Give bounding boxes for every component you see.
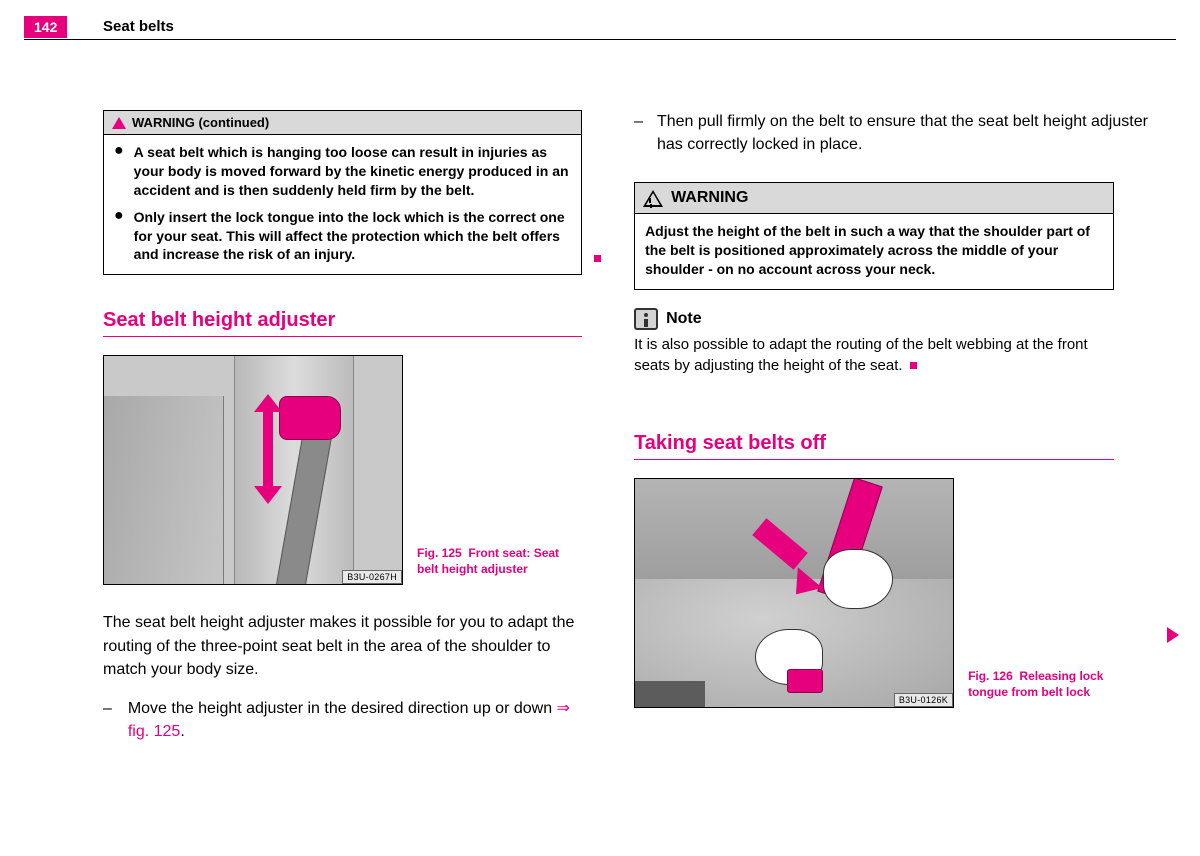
step1-part-a: Move the height adjuster in the desired … (128, 700, 557, 717)
warning-bullet-2-text: Only insert the lock tongue into the loc… (134, 208, 571, 265)
section-end-marker-icon (594, 255, 601, 262)
note-heading: Note (634, 308, 1173, 330)
dash-icon: – (634, 110, 643, 156)
step-move-adjuster-text: Move the height adjuster in the desired … (128, 697, 582, 743)
figure-125-caption: Fig. 125 Front seat: Seat belt height ad… (417, 545, 567, 577)
fig126-trim (635, 681, 705, 707)
figure-126-number: Fig. 126 (968, 669, 1013, 683)
note-label: Note (666, 310, 702, 328)
warning-continued-label: WARNING (continued) (132, 115, 269, 130)
info-icon (634, 308, 658, 330)
note-text-content: It is also possible to adapt the routing… (634, 336, 1088, 374)
warning-bullet-1: ● A seat belt which is hanging too loose… (114, 143, 571, 200)
step-move-adjuster: – Move the height adjuster in the desire… (103, 697, 582, 743)
figure-125-row: B3U-0267H Fig. 125 Front seat: Seat belt… (103, 355, 582, 585)
warning-head: WARNING (635, 183, 1113, 214)
warning-triangle-icon (112, 117, 126, 129)
continue-arrow-icon (1167, 627, 1179, 643)
warning-box: WARNING Adjust the height of the belt in… (634, 182, 1114, 290)
bullet-dot-icon: ● (114, 208, 124, 265)
fig125-adjuster-knob (279, 396, 341, 440)
figure-126-caption: Fig. 126 Releasing lock tongue from belt… (968, 668, 1118, 700)
subheading-taking-off: Taking seat belts off (634, 432, 1173, 455)
warning-triangle-icon (643, 190, 663, 207)
fig126-buckle (787, 669, 823, 693)
dash-icon: – (103, 697, 114, 743)
subheading-rule (103, 336, 582, 337)
fig126-hand-upper (823, 549, 893, 609)
step1-part-b: . (180, 723, 184, 740)
step-pull-belt-text: Then pull firmly on the belt to ensure t… (657, 110, 1173, 156)
adjuster-paragraph: The seat belt height adjuster makes it p… (103, 611, 582, 681)
content-columns: WARNING (continued) ● A seat belt which … (103, 110, 1173, 743)
subheading-adjuster: Seat belt height adjuster (103, 309, 582, 332)
right-column: – Then pull firmly on the belt to ensure… (634, 110, 1173, 743)
left-column: WARNING (continued) ● A seat belt which … (103, 110, 582, 743)
figure-126-image: B3U-0126K (634, 478, 954, 708)
header-rule (24, 39, 1176, 40)
figure-126-row: B3U-0126K Fig. 126 Releasing lock tongue… (634, 478, 1173, 708)
figure-125-image: B3U-0267H (103, 355, 403, 585)
fig125-double-arrow-icon (254, 394, 280, 504)
page-number-tab: 142 (24, 16, 67, 38)
figure-code-tab: B3U-0126K (894, 693, 953, 707)
warning-body-text: Adjust the height of the belt in such a … (645, 223, 1090, 277)
warning-continued-body: ● A seat belt which is hanging too loose… (104, 135, 581, 274)
subheading-rule (634, 459, 1114, 460)
fig125-seat (104, 396, 224, 585)
step-pull-belt: – Then pull firmly on the belt to ensure… (634, 110, 1173, 156)
section-end-marker-icon (910, 362, 917, 369)
warning-body: Adjust the height of the belt in such a … (635, 214, 1113, 289)
figure-125-number: Fig. 125 (417, 546, 462, 560)
figure-code-tab: B3U-0267H (342, 570, 402, 584)
section-title: Seat belts (103, 18, 174, 35)
warning-continued-box: WARNING (continued) ● A seat belt which … (103, 110, 582, 275)
warning-bullet-2: ● Only insert the lock tongue into the l… (114, 208, 571, 265)
warning-bullet-1-text: A seat belt which is hanging too loose c… (134, 143, 571, 200)
warning-continued-head: WARNING (continued) (104, 111, 581, 135)
warning-label: WARNING (671, 189, 748, 207)
bullet-dot-icon: ● (114, 143, 124, 200)
note-text: It is also possible to adapt the routing… (634, 334, 1114, 376)
